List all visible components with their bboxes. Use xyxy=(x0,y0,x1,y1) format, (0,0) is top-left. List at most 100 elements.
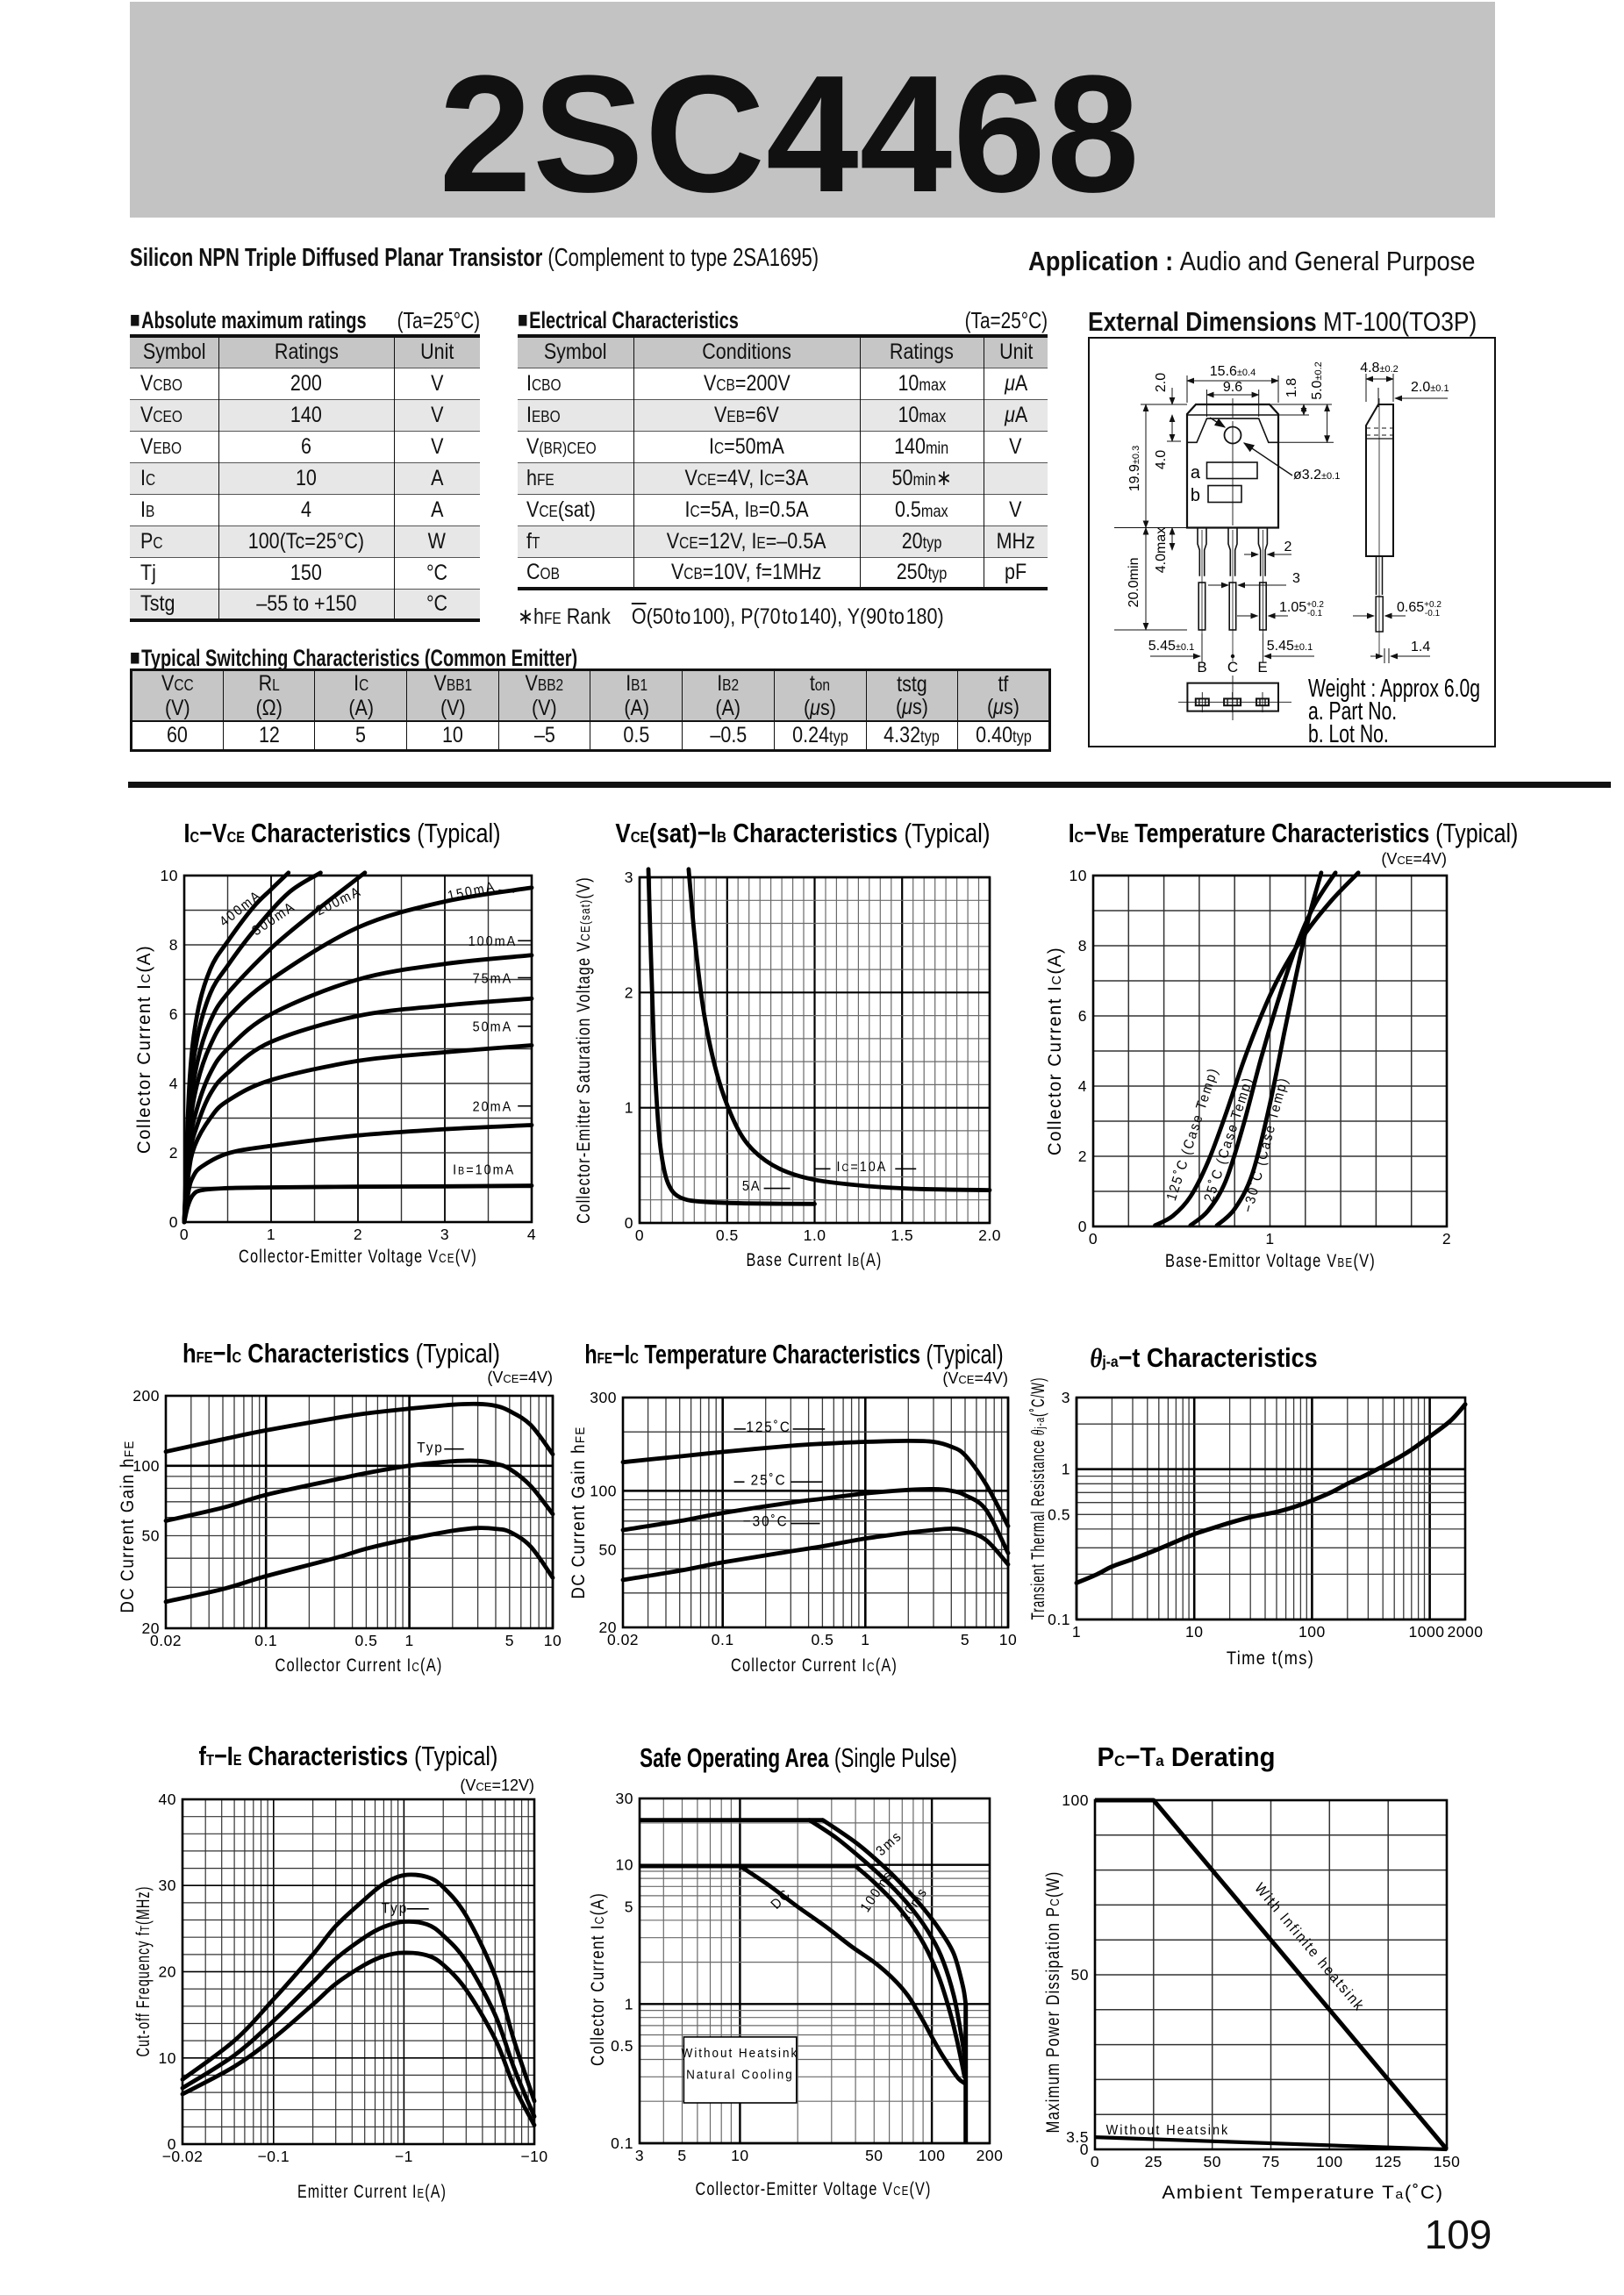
svg-text:θj-a−t Characteristics: θj-a−t Characteristics xyxy=(1090,1343,1317,1373)
svg-text:4: 4 xyxy=(1078,1077,1087,1095)
svg-text:0.5: 0.5 xyxy=(1048,1505,1070,1523)
svg-text:2: 2 xyxy=(354,1226,362,1243)
svg-text:Typ: Typ xyxy=(382,1900,409,1917)
svg-text:Maximum Power Dissipation PC(W: Maximum Power Dissipation PC(W) xyxy=(1043,1870,1063,2133)
svg-text:40: 40 xyxy=(159,1791,176,1808)
svg-text:Collector-Emitter Voltage VCE(: Collector-Emitter Voltage VCE(V) xyxy=(239,1246,477,1266)
svg-text:100: 100 xyxy=(132,1457,160,1475)
svg-text:8: 8 xyxy=(169,936,178,954)
svg-text:1: 1 xyxy=(625,1099,633,1117)
svg-text:1: 1 xyxy=(1072,1623,1081,1641)
svg-text:2: 2 xyxy=(1284,540,1292,554)
svg-text:IC−VCE Characteristics (Typica: IC−VCE Characteristics (Typical) xyxy=(183,817,500,847)
svg-text:50: 50 xyxy=(1071,1966,1089,1984)
svg-text:5: 5 xyxy=(961,1631,969,1648)
svg-text:ø3.2±0.1: ø3.2±0.1 xyxy=(1293,468,1340,483)
svg-text:100: 100 xyxy=(1298,1623,1326,1641)
svg-text:2: 2 xyxy=(1442,1230,1451,1248)
svg-text:C: C xyxy=(1227,659,1238,676)
svg-text:Transient Thermal Resistance θ: Transient Thermal Resistance θj-a(˚C/W) xyxy=(1027,1377,1048,1620)
svg-text:0.1: 0.1 xyxy=(712,1631,734,1648)
svg-text:Time t(ms): Time t(ms) xyxy=(1227,1648,1314,1669)
svg-text:200: 200 xyxy=(977,2147,1004,2164)
svg-text:2: 2 xyxy=(169,1144,178,1162)
svg-text:3: 3 xyxy=(625,869,633,886)
svg-text:19.9±0.3: 19.9±0.3 xyxy=(1127,446,1142,491)
svg-text:Collector-Emitter Saturation V: Collector-Emitter Saturation Voltage VCE… xyxy=(573,876,593,1224)
svg-text:1.8: 1.8 xyxy=(1284,378,1299,397)
svg-text:−30˚C: −30˚C xyxy=(743,1513,789,1530)
svg-text:Without Heatsink: Without Heatsink xyxy=(1106,2122,1230,2138)
svg-text:30: 30 xyxy=(159,1877,176,1894)
svg-text:−10: −10 xyxy=(520,2148,547,2165)
svg-text:200mA: 200mA xyxy=(313,883,364,919)
svg-text:E: E xyxy=(1257,659,1267,676)
svg-text:10: 10 xyxy=(1185,1623,1203,1641)
svg-text:50: 50 xyxy=(142,1527,160,1545)
svg-text:25˚C: 25˚C xyxy=(751,1472,787,1489)
svg-text:5.45±0.1: 5.45±0.1 xyxy=(1148,639,1194,654)
svg-text:4.0: 4.0 xyxy=(1154,450,1169,469)
svg-text:0: 0 xyxy=(625,1214,633,1232)
svg-text:8: 8 xyxy=(1078,937,1087,954)
svg-text:1: 1 xyxy=(404,1632,413,1649)
svg-text:20: 20 xyxy=(142,1619,160,1637)
svg-text:5: 5 xyxy=(625,1898,633,1916)
svg-text:(VCE=4V): (VCE=4V) xyxy=(1381,850,1447,868)
svg-text:0.5: 0.5 xyxy=(716,1226,739,1244)
svg-text:20: 20 xyxy=(159,1963,176,1981)
svg-text:a. Part No.: a. Part No. xyxy=(1308,697,1397,726)
svg-text:Base-Emittor Voltage VBE(V): Base-Emittor Voltage VBE(V) xyxy=(1165,1250,1376,1270)
svg-text:50: 50 xyxy=(1203,2153,1220,2170)
svg-text:0: 0 xyxy=(168,2135,176,2153)
svg-text:150mA: 150mA xyxy=(447,879,497,904)
svg-text:2000: 2000 xyxy=(1448,1623,1484,1641)
svg-text:0: 0 xyxy=(1078,1218,1087,1235)
svg-text:300: 300 xyxy=(590,1389,617,1406)
svg-text:125˚C: 125˚C xyxy=(746,1419,791,1435)
svg-text:3: 3 xyxy=(1292,571,1300,586)
svg-text:0.1: 0.1 xyxy=(611,2134,633,2152)
svg-text:With Infinite heatsink: With Infinite heatsink xyxy=(1251,1880,1368,2015)
svg-text:3: 3 xyxy=(440,1226,449,1243)
svg-text:−0.02: −0.02 xyxy=(162,2148,204,2165)
svg-text:Collector Current IC(A): Collector Current IC(A) xyxy=(1045,947,1065,1155)
svg-text:Emitter Current IE(A): Emitter Current IE(A) xyxy=(297,2181,447,2202)
svg-text:10: 10 xyxy=(1070,867,1087,884)
svg-text:PC−Ta Derating: PC−Ta Derating xyxy=(1098,1742,1276,1772)
svg-text:Natural Cooling: Natural Cooling xyxy=(686,2068,794,2083)
svg-text:100: 100 xyxy=(1062,1791,1089,1809)
svg-text:Collector Current IC(A): Collector Current IC(A) xyxy=(134,945,154,1154)
svg-text:b: b xyxy=(1191,486,1200,505)
svg-text:1: 1 xyxy=(267,1226,275,1243)
svg-text:Collector Current IC(A): Collector Current IC(A) xyxy=(588,1892,608,2066)
svg-text:Safe Operating Area (Single Pu: Safe Operating Area (Single Pulse) xyxy=(640,1741,957,1772)
svg-text:2: 2 xyxy=(1078,1148,1087,1165)
svg-text:Without Heatsink: Without Heatsink xyxy=(682,2046,799,2061)
svg-text:(VCE=4V): (VCE=4V) xyxy=(487,1369,553,1386)
svg-text:(VCE=4V): (VCE=4V) xyxy=(942,1369,1008,1387)
svg-text:100: 100 xyxy=(590,1482,617,1499)
svg-text:1: 1 xyxy=(1265,1230,1274,1248)
svg-text:5: 5 xyxy=(677,2147,686,2164)
svg-text:hFE−IC Characteristics (Typica: hFE−IC Characteristics (Typical) xyxy=(182,1339,500,1369)
svg-text:50mA: 50mA xyxy=(473,1019,513,1035)
svg-text:10: 10 xyxy=(731,2147,748,2164)
svg-text:0.1: 0.1 xyxy=(254,1632,277,1649)
svg-text:Collector-Emitter Voltage VCE(: Collector-Emitter Voltage VCE(V) xyxy=(695,2178,931,2199)
svg-text:1.4: 1.4 xyxy=(1411,640,1430,654)
svg-text:−1: −1 xyxy=(395,2148,413,2165)
svg-text:Ambient Temperature Ta(˚C): Ambient Temperature Ta(˚C) xyxy=(1162,2182,1443,2203)
svg-text:100mA: 100mA xyxy=(469,934,518,950)
svg-text:fT−IE Characteristics (Typical: fT−IE Characteristics (Typical) xyxy=(199,1740,498,1770)
svg-text:Collector Current IC(A): Collector Current IC(A) xyxy=(731,1655,898,1675)
svg-text:Typ: Typ xyxy=(417,1440,444,1456)
svg-text:0.5: 0.5 xyxy=(811,1631,833,1648)
svg-text:50: 50 xyxy=(865,2147,883,2164)
svg-text:10: 10 xyxy=(999,1631,1017,1648)
svg-text:VCE(sat)−IB Characteristics (T: VCE(sat)−IB Characteristics (Typical) xyxy=(615,819,990,849)
svg-text:5: 5 xyxy=(505,1632,514,1649)
svg-text:Collector Current IC(A): Collector Current IC(A) xyxy=(275,1655,442,1675)
svg-text:1.0: 1.0 xyxy=(804,1226,826,1244)
svg-text:2.0: 2.0 xyxy=(1154,373,1169,392)
